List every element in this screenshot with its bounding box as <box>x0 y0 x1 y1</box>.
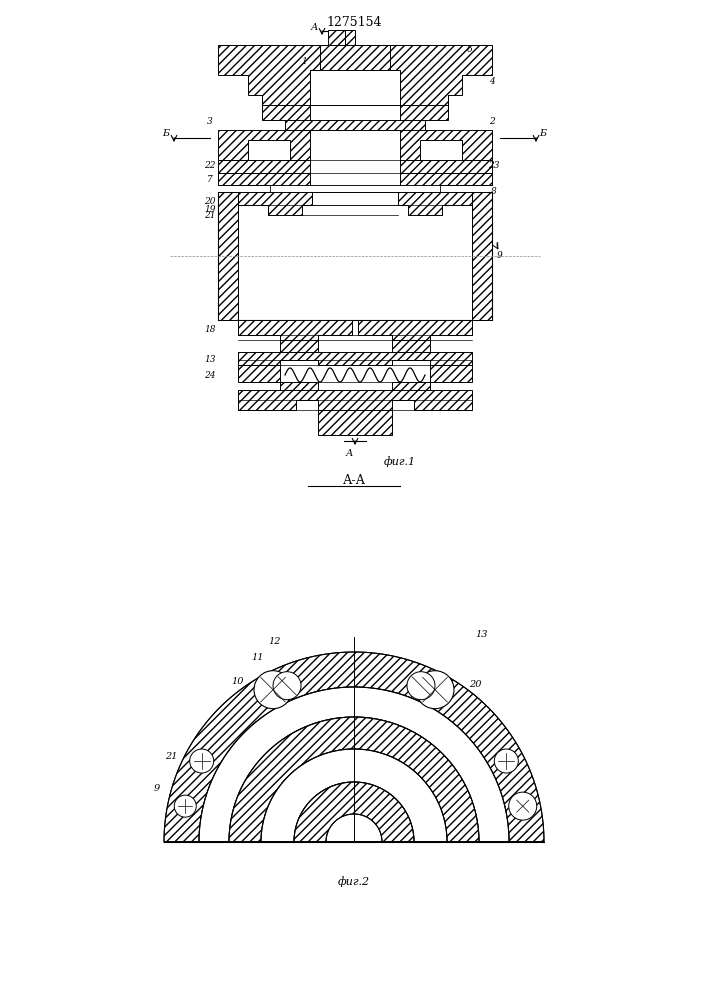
Circle shape <box>407 672 435 700</box>
Polygon shape <box>218 192 238 320</box>
Text: фиг.1: фиг.1 <box>384 457 416 467</box>
Polygon shape <box>280 382 318 390</box>
Text: 12: 12 <box>269 637 281 646</box>
Polygon shape <box>400 95 448 130</box>
Text: А: А <box>345 448 353 458</box>
Text: 11: 11 <box>252 653 264 662</box>
Text: 24: 24 <box>204 371 216 380</box>
Text: 4: 4 <box>489 78 495 87</box>
Text: 21: 21 <box>204 212 216 221</box>
Polygon shape <box>238 320 352 340</box>
Polygon shape <box>238 365 280 382</box>
Polygon shape <box>398 192 472 215</box>
Text: А-А: А-А <box>342 475 366 488</box>
Text: 9: 9 <box>154 784 160 793</box>
Circle shape <box>254 671 292 709</box>
Polygon shape <box>328 30 345 45</box>
Text: 13: 13 <box>204 355 216 363</box>
Polygon shape <box>285 120 425 130</box>
Polygon shape <box>400 130 492 160</box>
Polygon shape <box>326 814 382 842</box>
Polygon shape <box>472 192 492 320</box>
Circle shape <box>416 671 454 709</box>
Polygon shape <box>261 749 447 842</box>
Text: 1275154: 1275154 <box>326 15 382 28</box>
Text: 20: 20 <box>469 680 481 689</box>
Text: 23: 23 <box>489 161 500 170</box>
Polygon shape <box>345 30 355 45</box>
Polygon shape <box>320 45 390 70</box>
Polygon shape <box>358 320 472 340</box>
Polygon shape <box>280 340 318 352</box>
Text: 13: 13 <box>476 630 489 639</box>
Text: 22: 22 <box>204 161 216 170</box>
Polygon shape <box>238 352 472 365</box>
Polygon shape <box>318 410 392 435</box>
Text: 18: 18 <box>204 324 216 334</box>
Text: 7: 7 <box>207 176 213 184</box>
Text: А: А <box>310 23 317 32</box>
Polygon shape <box>310 70 400 105</box>
Polygon shape <box>392 382 430 390</box>
Polygon shape <box>400 173 492 192</box>
Polygon shape <box>430 365 472 382</box>
Text: 9: 9 <box>497 251 503 260</box>
Polygon shape <box>199 687 509 842</box>
Text: 21: 21 <box>165 752 178 761</box>
Text: 6: 6 <box>467 45 473 54</box>
Polygon shape <box>164 652 544 842</box>
Polygon shape <box>218 45 345 105</box>
Polygon shape <box>392 340 430 352</box>
Text: 1: 1 <box>301 57 307 66</box>
Text: 2: 2 <box>489 117 495 126</box>
Polygon shape <box>229 717 479 842</box>
Text: 5: 5 <box>319 57 325 66</box>
Polygon shape <box>262 95 310 130</box>
Text: 19: 19 <box>204 205 216 214</box>
Text: 3: 3 <box>207 117 213 126</box>
Polygon shape <box>270 185 440 192</box>
Polygon shape <box>238 390 472 410</box>
Polygon shape <box>294 782 414 842</box>
Polygon shape <box>218 130 310 160</box>
Polygon shape <box>218 160 310 173</box>
Circle shape <box>509 792 537 820</box>
Text: 8: 8 <box>491 188 497 196</box>
Text: 10: 10 <box>232 677 244 686</box>
Text: фиг.2: фиг.2 <box>338 877 370 887</box>
Text: 20: 20 <box>204 198 216 207</box>
Polygon shape <box>238 192 312 215</box>
Polygon shape <box>400 160 492 173</box>
Polygon shape <box>218 173 310 192</box>
Text: 13: 13 <box>332 35 343 44</box>
Circle shape <box>494 749 518 773</box>
Text: Б: Б <box>163 129 170 138</box>
Circle shape <box>174 795 197 817</box>
Text: Б: Б <box>539 129 547 138</box>
Circle shape <box>273 672 301 700</box>
Circle shape <box>189 749 214 773</box>
Polygon shape <box>365 45 492 105</box>
